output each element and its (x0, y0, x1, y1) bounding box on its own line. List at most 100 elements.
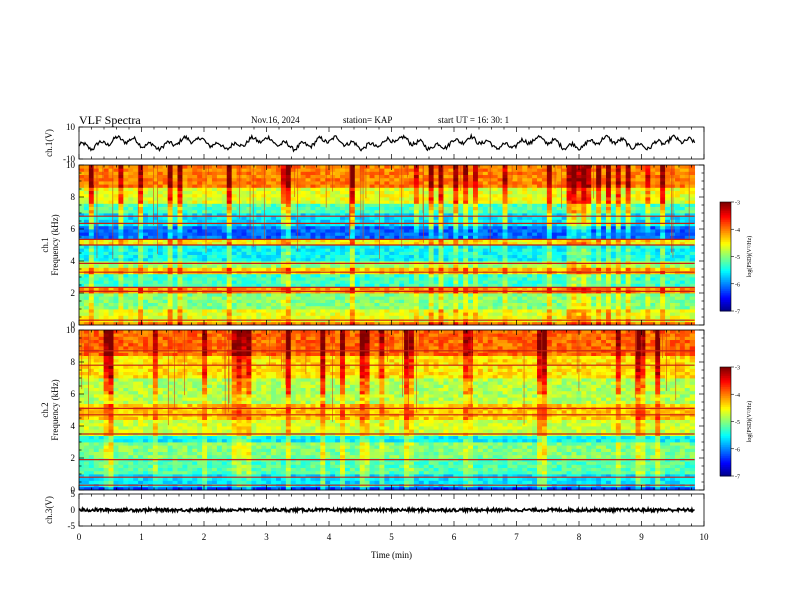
spectrogram-cell (290, 238, 297, 243)
spectrogram-cell (295, 293, 302, 297)
spectrogram-cell (581, 280, 587, 284)
spectrogram-cell (576, 283, 582, 287)
spectrogram-cell (640, 232, 646, 236)
spectrogram-cell (207, 232, 213, 236)
spectrogram-cell (610, 280, 617, 284)
spectrogram-cell (172, 267, 178, 271)
spectrogram-cell (226, 293, 233, 297)
spectrogram-cell (83, 216, 90, 220)
spectrogram-cell (98, 206, 105, 211)
spectrogram-cell (221, 235, 228, 239)
spectrogram-cell (143, 312, 149, 316)
spectrogram-cell (187, 312, 193, 316)
spectrogram-cell (344, 305, 351, 310)
spectrogram-cell (556, 296, 563, 300)
spectrogram-cell (443, 222, 449, 227)
spectrogram-cell (527, 293, 533, 297)
spectrogram-cell (423, 248, 430, 252)
spectrogram-cell (571, 264, 577, 268)
spectrogram-cell (512, 225, 518, 230)
spectrogram-cell (522, 248, 528, 252)
spectrogram-cell (167, 309, 173, 313)
spectrogram-cell (468, 312, 474, 316)
spectrogram-cell (423, 235, 430, 239)
spectrogram-cell (566, 267, 572, 271)
spectrogram-cell (266, 312, 272, 316)
spectrogram-cell (517, 235, 523, 239)
spectrogram-cell (236, 241, 242, 246)
spectrogram-cell (118, 257, 124, 262)
spectrogram-cell (123, 225, 129, 230)
spectrogram-cell (601, 277, 607, 281)
spectrogram-cell (665, 216, 671, 220)
spectrogram-cell (408, 209, 415, 214)
spectrogram-cell (650, 209, 656, 214)
spectrogram-cell (128, 225, 134, 230)
spectrogram-cell (566, 248, 572, 252)
spectrogram-cell (211, 206, 218, 211)
spectrogram-cell (118, 200, 124, 204)
spectrogram-cell (433, 241, 439, 246)
spectrogram-cell (482, 248, 489, 252)
spectrogram-cell (473, 229, 479, 233)
spectrogram-cell (418, 299, 425, 303)
spectrogram-cell (320, 286, 326, 291)
spectrogram-cell (571, 267, 577, 271)
spectrogram-cell (507, 293, 513, 297)
spectrogram-cell (404, 225, 410, 230)
spectrogram-cell (556, 264, 563, 268)
spectrogram-cell (369, 296, 375, 300)
spectrogram-cell (448, 245, 454, 249)
spectrogram-cell (630, 235, 636, 239)
spectrogram-cell (236, 251, 242, 255)
spectrogram-cell (566, 283, 572, 287)
spectrogram-cell (256, 264, 262, 268)
spectrogram-cell (310, 219, 316, 223)
spectrogram-cell (226, 216, 233, 220)
spectrogram-cell (394, 216, 400, 220)
spectrogram-cell (211, 267, 218, 271)
spectrogram-cell (551, 216, 558, 220)
spectrogram-cell (128, 213, 134, 217)
spectrogram-cell (128, 229, 134, 233)
spectrogram-cell (295, 238, 302, 243)
spectrogram-cell (113, 200, 119, 204)
spectrogram-cell (216, 302, 223, 307)
spectrogram-cell (497, 200, 503, 204)
spectrogram-cell (537, 283, 543, 287)
spectrogram-cell (320, 229, 326, 233)
spectrogram-cell (546, 254, 553, 259)
spectrogram-cell (236, 254, 242, 259)
spectrogram-cell (576, 254, 582, 259)
spectrogram-cell (512, 267, 518, 271)
spectrogram-cell (443, 229, 449, 233)
spectrogram-cell (448, 296, 454, 300)
spectrogram-cell (340, 225, 346, 230)
spectrogram-cell (241, 229, 247, 233)
spectrogram-cell (512, 206, 518, 211)
spectrogram-cell (167, 229, 173, 233)
spectrogram-cell (423, 293, 430, 297)
spectrogram-cell (404, 203, 410, 207)
spectrogram-cell (152, 321, 159, 326)
spectrogram-cell (551, 232, 558, 236)
spectrogram-cell (197, 216, 203, 220)
spectrogram-cell (108, 235, 114, 239)
spectrogram-cell (546, 225, 553, 230)
spectrogram-cell (502, 216, 508, 220)
spectrogram-cell (167, 232, 173, 236)
spectrogram-cell (374, 219, 380, 223)
spectrogram-cell (133, 213, 139, 217)
spectrogram-cell (517, 200, 523, 204)
spectrogram-cell (162, 206, 169, 211)
spectrogram-cell (123, 302, 129, 307)
spectrogram-cell (453, 296, 459, 300)
spectrogram-cell (325, 222, 331, 227)
spectrogram-cell (202, 251, 208, 255)
spectrogram-cell (517, 216, 523, 220)
spectrogram-cell (325, 203, 331, 207)
spectrogram-cell (561, 296, 567, 300)
spectrogram-cell (295, 209, 302, 214)
spectrogram-cell (241, 245, 247, 249)
spectrogram-cell (83, 206, 90, 211)
